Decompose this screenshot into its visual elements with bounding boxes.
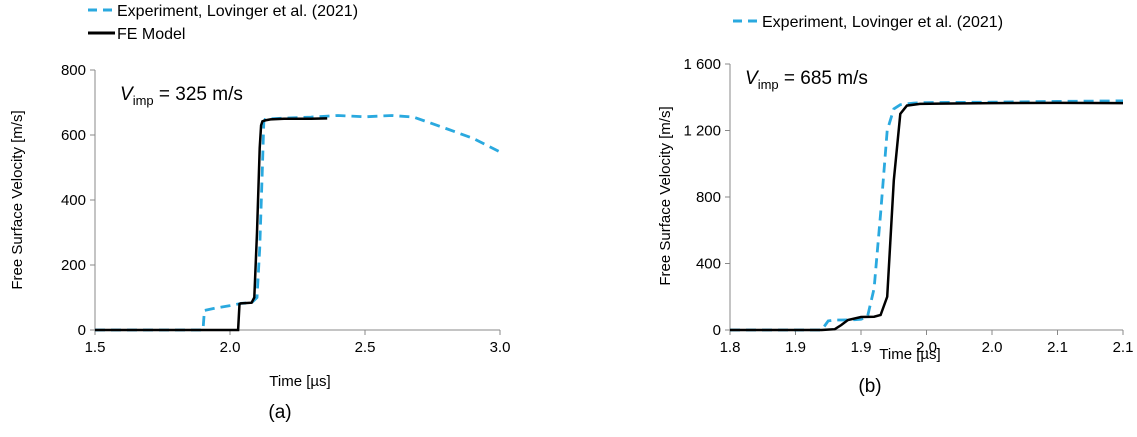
y-tick-label: 0 — [713, 322, 721, 339]
x-tick-label: 1.8 — [720, 339, 741, 356]
axes-a — [94, 70, 500, 331]
x-tick-label: 2.5 — [355, 339, 376, 356]
legend-experiment-label-b: Experiment, Lovinger et al. (2021) — [762, 14, 1003, 31]
legend-a: Experiment, Lovinger et al. (2021) FE Mo… — [88, 3, 358, 43]
fe-model-series-line-a — [95, 117, 328, 332]
x-tick-label: 1.9 — [851, 339, 872, 356]
y-tick-label: 400 — [696, 256, 721, 273]
ticks-a: 1.5 2.0 2.5 3.0 0 200 400 600 800 — [61, 62, 510, 356]
ticks-b: 1.8 1.9 1.9 2.0 2.0 2.1 2.1 0 400 800 1 200 1 600 — [683, 56, 1133, 356]
x-tick-label: 2.0 — [220, 339, 241, 356]
fe-model-series-line-b — [730, 101, 1124, 332]
series-lines-b — [730, 99, 1124, 332]
x-tick-label: 2.1 — [1047, 339, 1068, 356]
y-axis-label-b: Free Surface Velocity [m/s] — [657, 106, 674, 285]
panel-b: Experiment, Lovinger et al. (2021) Vimp … — [570, 0, 1137, 432]
y-tick-label: 200 — [61, 257, 86, 274]
y-tick-label: 800 — [61, 62, 86, 79]
legend-fe-label: FE Model — [117, 26, 185, 43]
chart-a: Experiment, Lovinger et al. (2021) FE Mo… — [9, 3, 510, 423]
x-tick-label: 2.0 — [916, 339, 937, 356]
x-axis-label-b: Time [µs] — [879, 346, 940, 363]
series-lines-a — [95, 114, 501, 332]
experiment-series-line-a — [95, 114, 501, 332]
x-tick-label: 2.0 — [982, 339, 1003, 356]
legend-b: Experiment, Lovinger et al. (2021) — [733, 14, 1003, 31]
y-tick-label: 400 — [61, 192, 86, 209]
chart-b: Experiment, Lovinger et al. (2021) Vimp … — [657, 14, 1133, 397]
experiment-series-line-b — [730, 99, 1124, 332]
x-tick-label: 3.0 — [490, 339, 511, 356]
x-tick-label: 1.5 — [85, 339, 106, 356]
caption-b: (b) — [858, 376, 881, 397]
x-tick-label: 1.9 — [785, 339, 806, 356]
y-tick-label: 800 — [696, 189, 721, 206]
y-axis-label-a: Free Surface Velocity [m/s] — [9, 110, 26, 289]
y-tick-label: 1 200 — [683, 123, 721, 140]
x-tick-label: 2.1 — [1113, 339, 1134, 356]
impact-velocity-annotation-a: Vimp = 325 m/s — [120, 84, 243, 108]
legend-experiment-label: Experiment, Lovinger et al. (2021) — [117, 3, 358, 20]
y-tick-label: 0 — [78, 322, 86, 339]
y-tick-label: 1 600 — [683, 56, 721, 73]
caption-a: (a) — [268, 402, 291, 423]
impact-velocity-annotation-b: Vimp = 685 m/s — [745, 68, 868, 92]
y-tick-label: 600 — [61, 127, 86, 144]
x-axis-label-a: Time [µs] — [269, 373, 330, 390]
panel-a: Experiment, Lovinger et al. (2021) FE Mo… — [0, 0, 560, 432]
